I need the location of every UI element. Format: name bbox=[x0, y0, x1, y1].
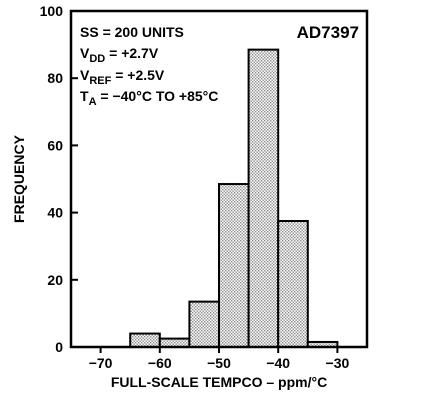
condition-subscript: REF bbox=[89, 75, 111, 87]
condition-main: T bbox=[80, 88, 89, 104]
x-axis-title: FULL-SCALE TEMPCO – ppm/°C bbox=[111, 374, 327, 390]
x-tick-label: −70 bbox=[89, 355, 113, 371]
histogram-bar-1 bbox=[129, 332, 161, 348]
y-tick-label: 0 bbox=[55, 339, 63, 355]
x-tick-label: −50 bbox=[207, 355, 231, 371]
x-tick-label: −40 bbox=[266, 355, 290, 371]
histogram-bar-5 bbox=[247, 48, 280, 348]
condition-main: V bbox=[80, 67, 90, 83]
y-axis-title: FREQUENCY bbox=[11, 134, 27, 223]
condition-tail: = +2.5V bbox=[111, 67, 165, 83]
histogram-bar-3 bbox=[188, 300, 220, 349]
axes-layer bbox=[69, 9, 369, 353]
y-tick-label: 100 bbox=[40, 3, 64, 19]
condition-line: TA = −40°C TO +85°C bbox=[80, 88, 218, 108]
condition-tail: = −40°C TO +85°C bbox=[97, 88, 219, 104]
y-tick-label: 80 bbox=[47, 70, 63, 86]
y-tick-label: 40 bbox=[47, 205, 63, 221]
condition-tail: = +2.7V bbox=[105, 45, 159, 61]
histogram-bar-4 bbox=[218, 183, 250, 348]
x-tick-label: −60 bbox=[148, 355, 172, 371]
condition-subscript: DD bbox=[89, 53, 105, 65]
condition-line: VDD = +2.7V bbox=[80, 45, 159, 65]
condition-main: SS = 200 UNITS bbox=[80, 24, 184, 40]
y-tick-label: 20 bbox=[47, 272, 63, 288]
histogram-bar-2 bbox=[158, 337, 191, 349]
condition-line: VREF = +2.5V bbox=[80, 67, 165, 87]
condition-subscript: A bbox=[89, 96, 97, 108]
labels-layer: 0 20 40 60 80 100 −70 −60 −50 −40 −30 FULL-SCALE TE… bbox=[11, 3, 359, 390]
condition-main: V bbox=[80, 45, 90, 61]
condition-line: SS = 200 UNITS bbox=[80, 24, 184, 40]
part-number-label: AD7397 bbox=[297, 23, 359, 42]
x-tick-label: −30 bbox=[326, 355, 350, 371]
histogram-bar-6 bbox=[277, 220, 309, 348]
y-tick-label: 60 bbox=[47, 137, 63, 153]
